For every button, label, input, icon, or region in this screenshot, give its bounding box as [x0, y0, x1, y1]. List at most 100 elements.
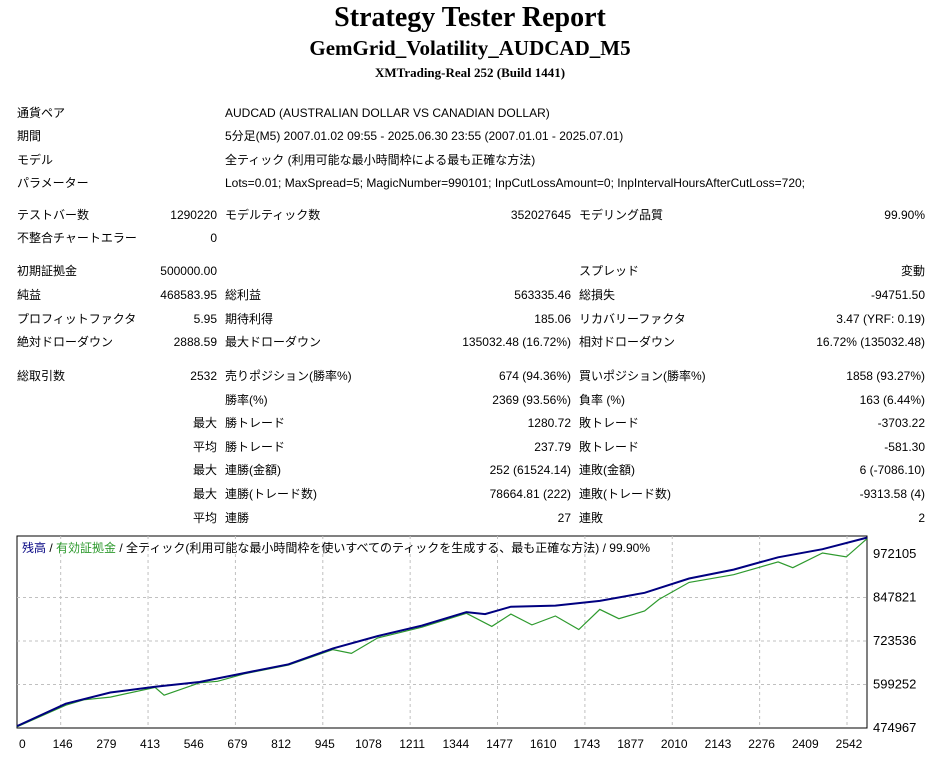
- cons-win-cnt-label: 連勝(トレード数): [225, 487, 317, 501]
- legend-equity: 有効証拠金: [56, 540, 116, 555]
- largest-loss-label: 敗トレード: [579, 416, 640, 430]
- quality-label: モデリング品質: [579, 208, 664, 222]
- x-tick-label: 146: [53, 737, 73, 751]
- long-label: 買いポジション(勝率%): [579, 369, 706, 383]
- row-symbol: 通貨ペア AUDCAD (AUSTRALIAN DOLLAR VS CANADI…: [0, 103, 940, 123]
- cons-win-amt-value: 252 (61524.14): [489, 463, 571, 477]
- max-dd-label: 最大ドローダウン: [225, 335, 322, 349]
- deposit-label: 初期証拠金: [17, 264, 78, 278]
- row-trades: 総取引数 2532 売りポジション(勝率%) 674 (94.36%) 買いポジ…: [0, 366, 940, 386]
- win-pct-label: 勝率(%): [225, 393, 268, 407]
- x-tick-label: 546: [184, 737, 204, 751]
- trades-label: 総取引数: [17, 369, 66, 383]
- max-dd-value: 135032.48 (16.72%): [462, 335, 571, 349]
- x-tick-label: 413: [140, 737, 160, 751]
- avg-cons-loss-value: 2: [918, 511, 925, 525]
- long-value: 1858 (93.27%): [846, 369, 925, 383]
- row-bars: テストバー数 1290220 モデルティック数 352027645 モデリング品…: [0, 205, 940, 225]
- avg-win-label: 勝トレード: [225, 440, 286, 454]
- short-value: 674 (94.36%): [498, 369, 571, 383]
- ticks-label: モデルティック数: [225, 208, 321, 222]
- row-cons-amt: 最大 連勝(金額) 252 (61524.14) 連敗(金額) 6 (-7086…: [0, 460, 940, 480]
- avg-cons-word: 平均: [193, 511, 218, 525]
- chart-legend: 残高 / 有効証拠金 / 全ティック(利用可能な最小時間枠を使いすべてのティック…: [22, 540, 650, 555]
- pf-value: 5.95: [193, 312, 217, 326]
- model-value: 全ティック (利用可能な最小時間枠による最も正確な方法): [225, 153, 536, 167]
- plot-frame: [16, 535, 868, 729]
- rel-dd-label: 相対ドローダウン: [579, 335, 676, 349]
- spread-label: スプレッド: [579, 264, 640, 278]
- row-net: 純益 468583.95 総利益 563335.46 総損失 -94751.50: [0, 285, 940, 305]
- mismatch-label: 不整合チャートエラー: [17, 231, 137, 245]
- x-tick-label: 1610: [530, 737, 557, 751]
- gross-loss-value: -94751.50: [870, 288, 925, 302]
- period-value: 5分足(M5) 2007.01.02 09:55 - 2025.06.30 23…: [225, 129, 624, 143]
- equity-line: [16, 538, 868, 728]
- cons-amt-word: 最大: [193, 463, 218, 477]
- legend-sep: /: [46, 541, 56, 555]
- trades-value: 2532: [190, 369, 217, 383]
- recovery-label: リカバリーファクタ: [579, 312, 686, 326]
- avg-loss-label: 敗トレード: [579, 440, 640, 454]
- x-tick-label: 1877: [617, 737, 644, 751]
- x-tick-label: 1211: [399, 737, 425, 751]
- short-label: 売りポジション(勝率%): [225, 369, 352, 383]
- abs-dd-label: 絶対ドローダウン: [17, 335, 114, 349]
- x-axis-ticks: 0 146 279 413 546 679 812 945 1078 1211 1344 1477 16…: [19, 737, 863, 751]
- cons-loss-cnt-value: -9313.58 (4): [859, 487, 925, 501]
- gross-profit-value: 563335.46: [514, 288, 571, 302]
- cons-win-cnt-value: 78664.81 (222): [489, 487, 571, 501]
- y-tick-label: 599252: [873, 677, 916, 692]
- mismatch-value: 0: [210, 231, 217, 245]
- quality-value: 99.90%: [884, 208, 925, 222]
- row-mismatch: 不整合チャートエラー 0: [0, 228, 940, 248]
- x-tick-label: 812: [271, 737, 291, 751]
- report-title: Strategy Tester Report: [334, 2, 606, 33]
- deposit-value: 500000.00: [160, 264, 217, 278]
- y-tick-label: 847821: [873, 590, 916, 605]
- y-axis-ticks: 972105 847821 723536 599252 474967: [873, 546, 916, 735]
- payoff-value: 185.06: [534, 312, 571, 326]
- largest-word: 最大: [193, 416, 218, 430]
- x-tick-label: 945: [315, 737, 335, 751]
- row-average: 平均 勝トレード 237.79 敗トレード -581.30: [0, 437, 940, 457]
- row-pf: プロフィットファクタ 5.95 期待利得 185.06 リカバリーファクタ 3.…: [0, 309, 940, 329]
- recovery-value: 3.47 (YRF: 0.19): [836, 312, 925, 326]
- ticks-value: 352027645: [510, 208, 571, 222]
- avg-cons-loss-label: 連敗: [579, 511, 604, 525]
- row-avg-cons: 平均 連勝 27 連敗 2: [0, 508, 940, 528]
- row-largest: 最大 勝トレード 1280.72 敗トレード -3703.22: [0, 413, 940, 433]
- largest-loss-value: -3703.22: [877, 416, 925, 430]
- x-tick-label: 1477: [486, 737, 513, 751]
- y-tick-label: 474967: [873, 720, 916, 735]
- loss-pct-label: 負率 (%): [579, 393, 625, 407]
- balance-line: [16, 536, 868, 728]
- x-tick-label: 679: [227, 737, 247, 751]
- cons-win-amt-label: 連勝(金額): [225, 463, 281, 477]
- payoff-label: 期待利得: [225, 312, 274, 326]
- gross-loss-label: 総損失: [579, 288, 616, 302]
- cons-loss-cnt-label: 連敗(トレード数): [579, 487, 671, 501]
- row-model: モデル 全ティック (利用可能な最小時間枠による最も正確な方法): [0, 150, 940, 170]
- legend-balance: 残高: [22, 540, 46, 555]
- x-tick-label: 1743: [574, 737, 601, 751]
- x-tick-label: 1078: [355, 737, 382, 751]
- report-subtitle: GemGrid_Volatility_AUDCAD_M5: [309, 36, 631, 60]
- pf-label: プロフィットファクタ: [17, 312, 137, 326]
- row-win-pct: 勝率(%) 2369 (93.56%) 負率 (%) 163 (6.44%): [0, 390, 940, 410]
- grid-lines: [17, 536, 867, 728]
- balance-equity-chart: 残高 / 有効証拠金 / 全ティック(利用可能な最小時間枠を使いすべてのティック…: [16, 535, 916, 751]
- x-tick-label: 279: [96, 737, 116, 751]
- cons-loss-amt-label: 連敗(金額): [579, 463, 635, 477]
- bars-label: テストバー数: [17, 208, 90, 222]
- symbol-label: 通貨ペア: [17, 106, 66, 120]
- cons-loss-amt-value: 6 (-7086.10): [859, 463, 925, 477]
- params-label: パラメーター: [17, 176, 89, 190]
- x-tick-label: 0: [19, 737, 26, 751]
- gross-profit-label: 総利益: [225, 288, 262, 302]
- model-label: モデル: [17, 153, 54, 167]
- largest-win-label: 勝トレード: [225, 416, 286, 430]
- row-deposit: 初期証拠金 500000.00 スプレッド 変動: [0, 261, 940, 281]
- spread-value: 変動: [900, 264, 925, 278]
- bars-value: 1290220: [170, 208, 217, 222]
